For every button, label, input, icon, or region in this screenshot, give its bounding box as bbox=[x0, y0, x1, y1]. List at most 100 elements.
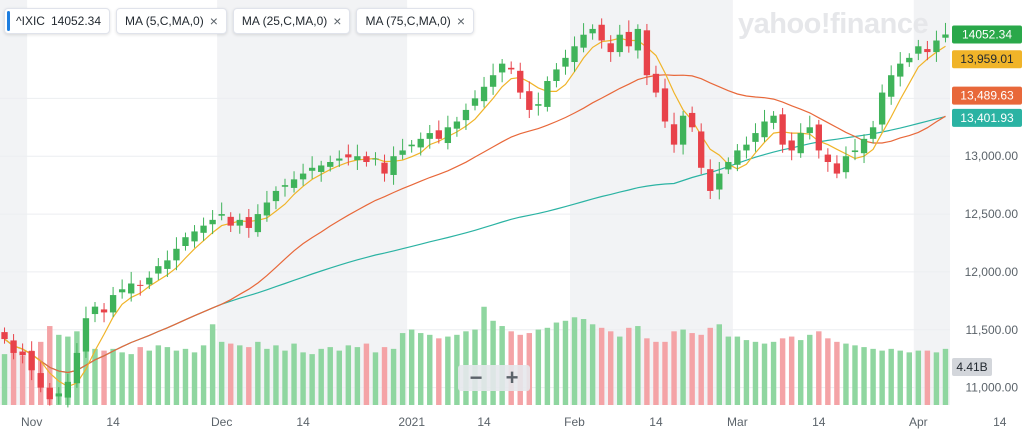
candle bbox=[933, 40, 940, 53]
ticker-chip[interactable]: ^IXIC 14052.34 bbox=[4, 8, 111, 34]
candle bbox=[236, 219, 243, 226]
volume-bar bbox=[671, 331, 677, 405]
candle bbox=[91, 306, 99, 315]
volume-bar bbox=[110, 348, 116, 405]
candle bbox=[408, 144, 415, 147]
volume-bar bbox=[336, 350, 342, 405]
ma25-chip[interactable]: MA (25,C,MA,0) × bbox=[232, 8, 351, 34]
volume-bar bbox=[399, 333, 406, 405]
candle bbox=[381, 162, 388, 174]
x-tick-label: Dec bbox=[211, 415, 232, 429]
candle bbox=[46, 387, 53, 400]
volume-bar bbox=[761, 343, 768, 405]
candle bbox=[191, 231, 198, 242]
volume-bar bbox=[300, 352, 306, 405]
candle bbox=[707, 169, 714, 191]
candle bbox=[471, 98, 479, 106]
candle bbox=[164, 260, 171, 269]
candle bbox=[372, 158, 379, 160]
ma5-price-tag-bg bbox=[952, 50, 1022, 69]
volume-bar bbox=[770, 341, 777, 405]
last-price-tag: 14052.34 bbox=[962, 27, 1012, 41]
volume-bar bbox=[246, 347, 252, 405]
close-icon[interactable]: × bbox=[333, 13, 342, 29]
zoom-controls: − + bbox=[458, 365, 530, 391]
ma75-price-tag: 13,401.93 bbox=[960, 111, 1014, 125]
candle bbox=[118, 289, 126, 293]
x-tick-label: 14 bbox=[296, 415, 310, 429]
candle bbox=[761, 121, 768, 138]
close-icon[interactable]: × bbox=[209, 13, 218, 29]
candle bbox=[716, 173, 723, 190]
candle bbox=[336, 158, 343, 161]
volume-bar bbox=[209, 324, 216, 405]
candle bbox=[100, 309, 108, 313]
volume-bar bbox=[752, 341, 759, 405]
volume-bar bbox=[725, 336, 732, 405]
volume-bar bbox=[182, 348, 189, 405]
volume-bar bbox=[924, 350, 931, 405]
x-tick-label: Apr bbox=[909, 415, 928, 429]
candle bbox=[155, 266, 162, 274]
volume-bar bbox=[571, 317, 578, 405]
volume-bar bbox=[779, 338, 786, 405]
volume-tag-bg bbox=[952, 358, 992, 376]
candle bbox=[661, 88, 669, 122]
volume-bar bbox=[191, 352, 198, 405]
candle bbox=[290, 179, 298, 188]
volume-bar bbox=[626, 327, 632, 405]
candle bbox=[10, 340, 17, 353]
y-tick-label: 12,000.00 bbox=[965, 265, 1019, 279]
x-tick-label: Feb bbox=[564, 415, 585, 429]
volume-bar bbox=[264, 348, 270, 405]
volume-bar bbox=[381, 347, 388, 405]
y-tick-label: 13,000.00 bbox=[965, 149, 1019, 163]
volume-bar bbox=[535, 329, 542, 405]
volume-bar bbox=[580, 319, 587, 405]
ticker-color-bar bbox=[7, 11, 10, 31]
candle bbox=[508, 67, 515, 70]
zoom-out-button[interactable]: − bbox=[469, 365, 483, 390]
ma5-chip[interactable]: MA (5,C,MA,0) × bbox=[116, 8, 227, 34]
candle bbox=[725, 162, 732, 170]
yahoo-finance-logo: yahoo!finance bbox=[738, 8, 929, 40]
candle bbox=[688, 112, 696, 128]
ma5-label: MA (5,C,MA,0) bbox=[125, 14, 204, 28]
volume-bar bbox=[843, 343, 849, 405]
volume-bar bbox=[273, 345, 279, 405]
close-icon[interactable]: × bbox=[456, 13, 465, 29]
candle bbox=[28, 351, 35, 371]
candle bbox=[607, 43, 614, 53]
volume-bar bbox=[689, 333, 695, 405]
month-band bbox=[913, 0, 950, 405]
candle bbox=[146, 277, 153, 285]
candle bbox=[571, 46, 578, 63]
ma5-line bbox=[4, 37, 946, 388]
candle bbox=[670, 124, 678, 145]
candle bbox=[73, 352, 81, 384]
candle bbox=[616, 34, 623, 53]
volume-bar bbox=[562, 320, 569, 405]
volume-bar bbox=[698, 334, 704, 405]
candle bbox=[743, 144, 750, 151]
volume-bar bbox=[879, 350, 885, 405]
month-band bbox=[217, 0, 408, 405]
volume-bar bbox=[137, 347, 143, 405]
volume-bar bbox=[617, 336, 623, 405]
candle bbox=[652, 73, 660, 93]
volume-bar bbox=[1, 354, 8, 405]
volume-bar bbox=[553, 322, 560, 405]
candle bbox=[915, 46, 922, 54]
y-tick-label: 11,500.00 bbox=[966, 323, 1019, 337]
candle bbox=[752, 133, 759, 142]
ma75-chip[interactable]: MA (75,C,MA,0) × bbox=[356, 8, 474, 34]
volume-bar bbox=[644, 338, 650, 405]
volume-bar bbox=[707, 327, 713, 405]
volume-bar bbox=[608, 331, 614, 405]
candle bbox=[806, 127, 813, 134]
candle bbox=[906, 57, 913, 63]
volume-bar bbox=[680, 329, 686, 405]
zoom-in-button[interactable]: + bbox=[505, 365, 519, 390]
candle bbox=[209, 219, 216, 225]
